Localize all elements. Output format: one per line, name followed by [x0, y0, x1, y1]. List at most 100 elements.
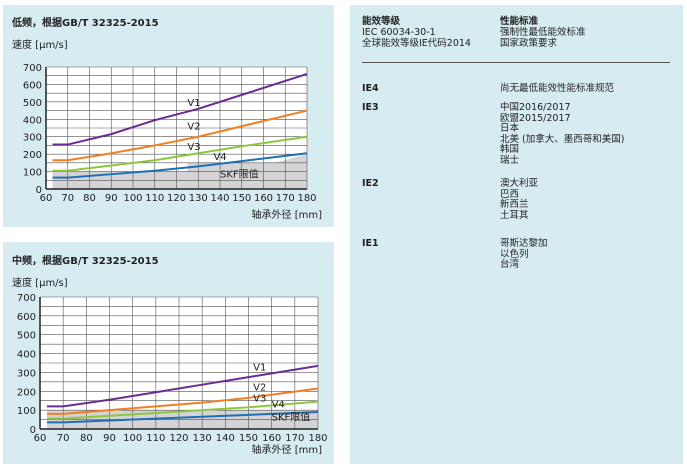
x-tick-label: 120 [169, 433, 188, 444]
x-tick-label: 150 [239, 433, 258, 444]
standard-item: 土耳其 [500, 209, 529, 221]
series-label-v4: V4 [272, 399, 285, 410]
header-divider [362, 62, 670, 63]
standard-item: 哥斯达黎加 [500, 238, 548, 249]
x-tick-label: 60 [34, 433, 47, 444]
standards-list: 尚无最低能效性能标准规范 [500, 83, 680, 95]
x-tick-label: 90 [105, 193, 118, 204]
standard-item: 台湾 [500, 259, 520, 270]
x-tick-label: 180 [308, 433, 327, 444]
efficiency-class: IE3 [362, 102, 379, 113]
series-label-v1: V1 [187, 98, 200, 109]
x-tick-label: 90 [103, 433, 116, 444]
series-line-v3 [52, 135, 308, 172]
mid-frequency-chart-panel: 中频，根据GB/T 32325-2015 速度 [µm/s] 0 100 200 30… [3, 242, 334, 464]
x-tick-label: 130 [189, 193, 208, 204]
header-title: 性能标准 [500, 16, 539, 27]
x-axis-label: 轴承外径 [mm] [251, 445, 322, 456]
efficiency-class: IE2 [362, 178, 379, 189]
header-line: 全球能效等级IE代码2014 [362, 38, 471, 49]
y-tick-label: 0 [36, 185, 42, 196]
standard-item: 尚无最低能效性能标准规范 [500, 83, 615, 94]
x-tick-label: 80 [83, 193, 96, 204]
series-label-v1: V1 [253, 363, 266, 374]
x-axis-label: 轴承外径 [mm] [251, 210, 322, 221]
chart-title: 中频，根据GB/T 32325-2015 [12, 256, 159, 267]
standards-list: 澳大利亚 巴西 新西兰 土耳其 [500, 178, 680, 221]
x-tick-label: 150 [232, 193, 251, 204]
mid-frequency-chart: 0 100 200 300 400 500 600 700 60 70 80 90 100 110 120 1… [17, 293, 328, 444]
standard-item: 瑞士 [500, 154, 520, 166]
series-label-v2: V2 [187, 122, 200, 133]
x-tick-label: 160 [262, 433, 281, 444]
y-tick-label: 300 [17, 368, 36, 379]
header-col1: 能效等级 IEC 60034-30-1 全球能效等级IE代码2014 [362, 16, 471, 49]
standard-item: 北美 (加拿大、墨西哥和美国) [500, 133, 625, 145]
series-label-v2: V2 [253, 382, 266, 393]
y-tick-label: 0 [30, 425, 36, 436]
efficiency-table: 能效等级 IEC 60034-30-1 全球能效等级IE代码2014 性能标准 … [350, 5, 683, 464]
y-axis-label: 速度 [µm/s] [12, 278, 68, 289]
y-tick-label: 400 [17, 350, 36, 361]
y-tick-label: 700 [23, 63, 42, 74]
y-tick-label: 500 [23, 98, 42, 109]
y-tick-label: 600 [23, 80, 42, 91]
x-tick-label: 140 [210, 193, 229, 204]
y-tick-label: 700 [17, 293, 36, 304]
header-line: 国家政策要求 [500, 38, 558, 49]
x-tick-label: 60 [40, 193, 53, 204]
efficiency-class: IE4 [362, 83, 379, 94]
x-tick-label: 70 [61, 193, 74, 204]
x-tick-label: 140 [216, 433, 235, 444]
x-tick-label: 80 [80, 433, 93, 444]
x-tick-label: 110 [146, 433, 165, 444]
standard-item: 新西兰 [500, 199, 529, 210]
header-col2: 性能标准 强制性最低能效标准 国家政策要求 [500, 16, 586, 49]
header-title: 能效等级 [362, 16, 401, 27]
skf-limit-label: SKF限值 [220, 168, 259, 181]
y-axis-label: 速度 [µm/s] [12, 40, 68, 51]
y-tick-label: 200 [23, 150, 42, 161]
series-label-v4: V4 [213, 152, 226, 163]
series-line-v1 [52, 73, 308, 146]
y-tick-label: 100 [17, 406, 36, 417]
series-line-v1 [46, 364, 319, 408]
y-tick-label: 100 [23, 168, 42, 179]
standard-item: 澳大利亚 [500, 178, 539, 189]
skf-limit-label: SKF限值 [272, 411, 311, 424]
standard-item: 韩国 [500, 144, 520, 155]
standards-list: 中国2016/2017 欧盟2015/2017 日本 北美 (加拿大、墨西哥和美国) 韩… [500, 102, 680, 166]
x-tick-label: 110 [145, 193, 164, 204]
series-line-v4 [46, 411, 319, 424]
standard-item: 巴西 [500, 188, 520, 200]
x-tick-label: 100 [123, 433, 142, 444]
header-line: 强制性最低能效标准 [500, 27, 586, 38]
y-tick-label: 500 [17, 331, 36, 342]
series-line-v2 [52, 109, 308, 162]
x-tick-label: 160 [254, 193, 273, 204]
x-tick-label: 180 [297, 193, 316, 204]
y-tick-label: 400 [23, 115, 42, 126]
x-tick-label: 120 [167, 193, 186, 204]
low-frequency-chart-panel: 低频，根据GB/T 32325-2015 速度 [µm/s] 0 100 200 30… [3, 5, 334, 227]
y-tick-label: 600 [17, 312, 36, 323]
standards-list: 哥斯达黎加 以色列 台湾 [500, 238, 680, 271]
series-label-v3: V3 [253, 394, 266, 405]
chart-title: 低频，根据GB/T 32325-2015 [12, 18, 159, 29]
standard-item: 以色列 [500, 248, 529, 260]
y-tick-label: 300 [23, 133, 42, 144]
header-line: IEC 60034-30-1 [362, 27, 436, 38]
series-label-v3: V3 [187, 142, 200, 153]
series-line-v4 [52, 152, 308, 179]
standard-item: 日本 [500, 123, 520, 134]
standard-item: 欧盟2015/2017 [500, 112, 571, 124]
efficiency-class: IE1 [362, 238, 379, 249]
x-tick-label: 100 [123, 193, 142, 204]
y-tick-label: 200 [17, 387, 36, 398]
x-tick-label: 170 [285, 433, 304, 444]
standard-item: 中国2016/2017 [500, 102, 571, 113]
x-tick-label: 130 [193, 433, 212, 444]
x-tick-label: 170 [276, 193, 295, 204]
x-tick-label: 70 [57, 433, 70, 444]
